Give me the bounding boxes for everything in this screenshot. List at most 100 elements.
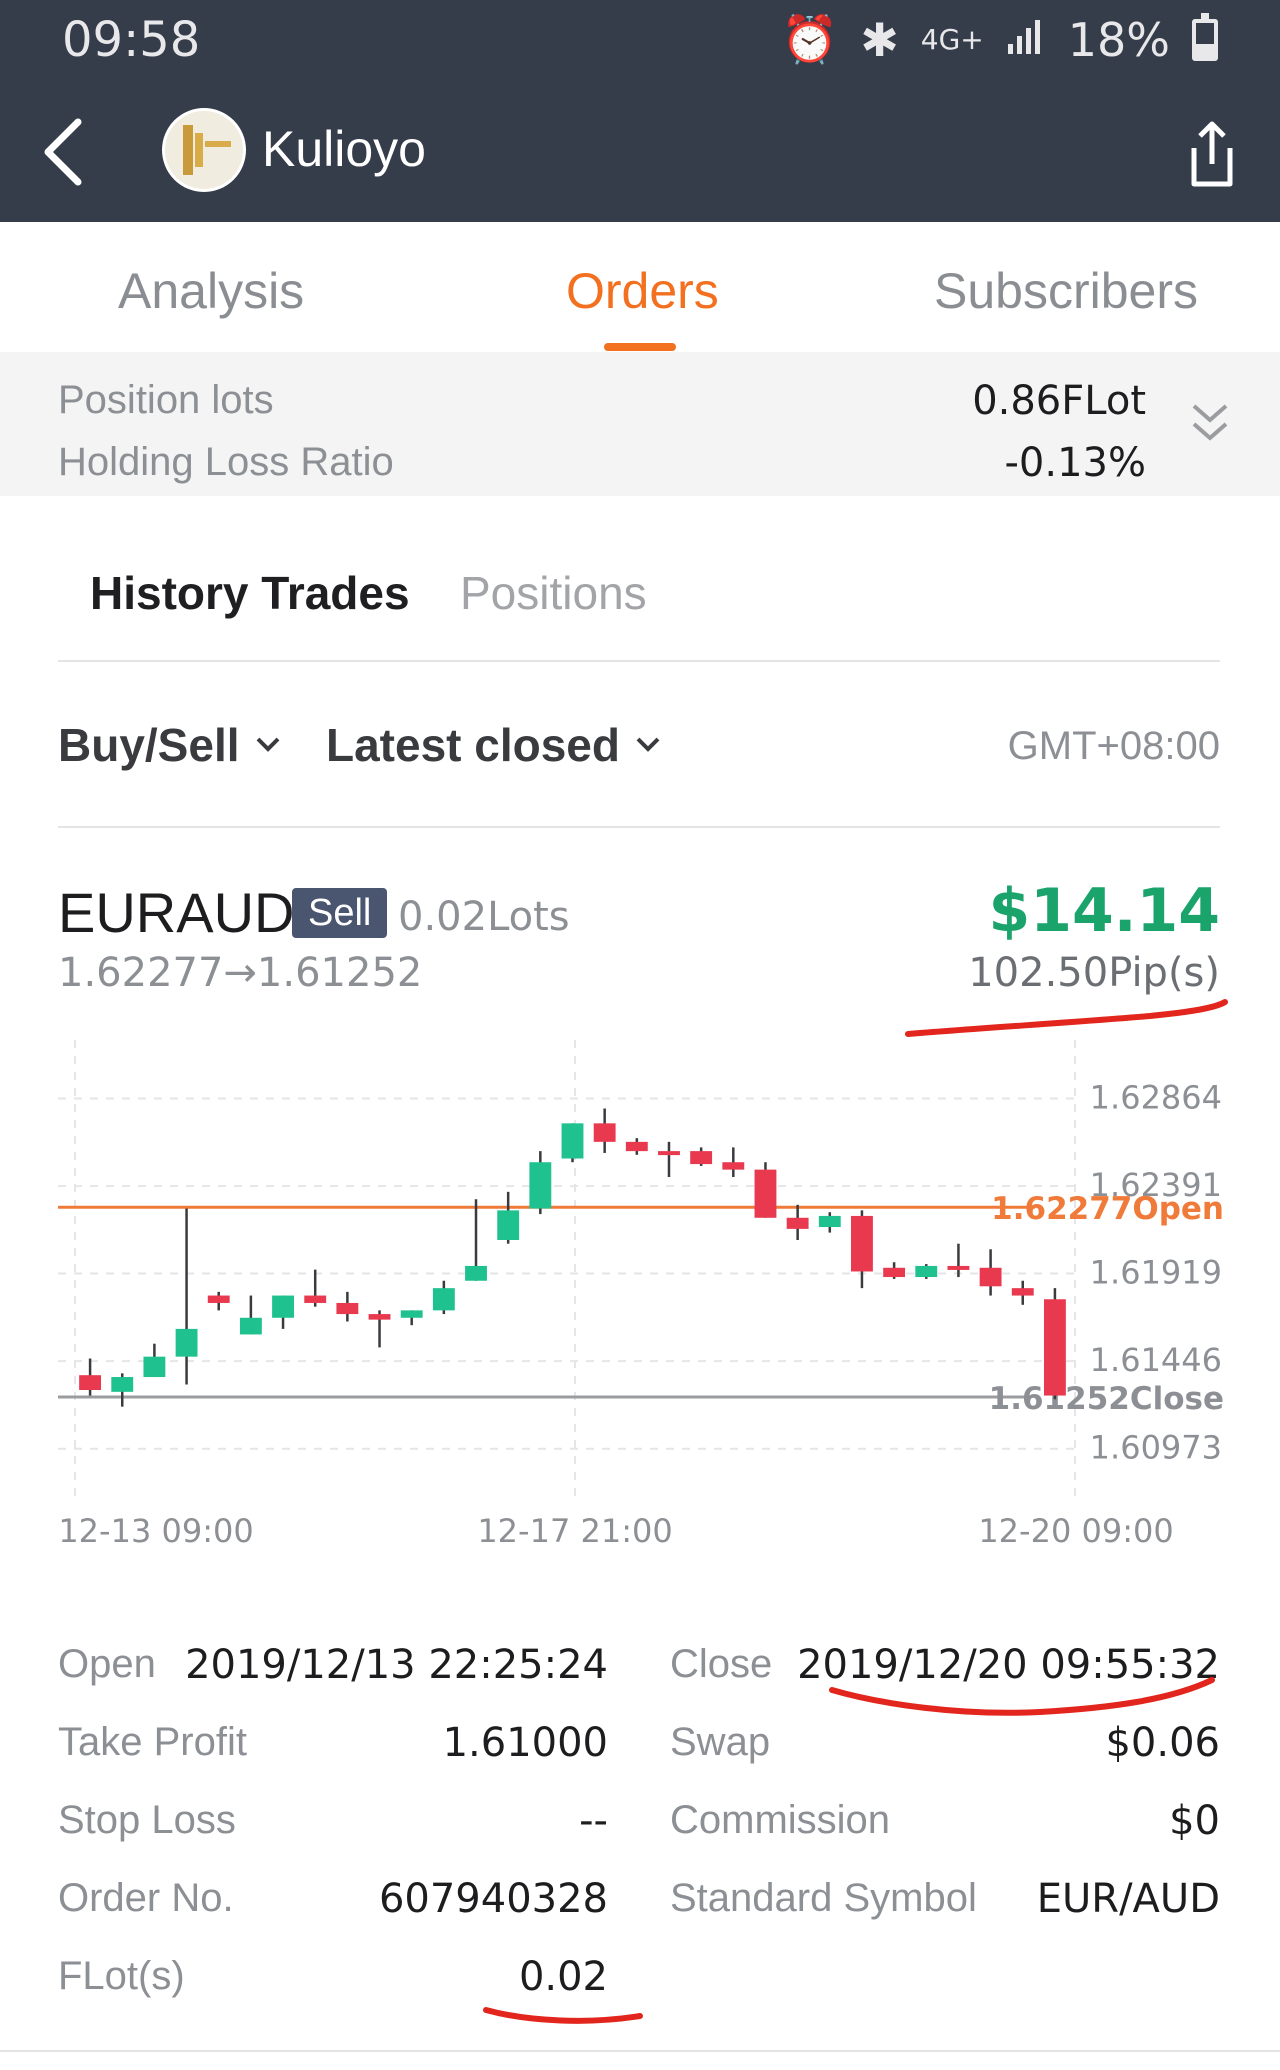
direction-badge: Sell <box>292 888 388 938</box>
candle-up <box>111 1377 134 1392</box>
x-tick-label: 12-17 21:00 <box>477 1512 672 1550</box>
holding-loss-label: Holding Loss Ratio <box>58 440 394 484</box>
candle-down <box>979 1267 1002 1287</box>
divider <box>58 660 1220 662</box>
candle-down <box>368 1314 391 1320</box>
candle-down <box>754 1169 777 1218</box>
candle-down <box>304 1295 327 1303</box>
trade-lots: 0.02Lots <box>398 894 570 940</box>
swap-value: $0.06 <box>1105 1720 1220 1766</box>
bluetooth-icon: ✱ <box>860 12 899 67</box>
standard-symbol-value: EUR/AUD <box>1036 1876 1220 1922</box>
y-tick-label: 1.61919 <box>1090 1254 1222 1292</box>
status-icons: ⏰ ✱ 4G+ 18% <box>781 12 1218 67</box>
candle-up <box>465 1265 487 1281</box>
stop-loss-label: Stop Loss <box>58 1798 236 1842</box>
candle-up <box>175 1328 198 1357</box>
back-button[interactable] <box>38 112 98 192</box>
candle-up <box>432 1288 455 1311</box>
position-lots-value: 0.86FLot <box>972 378 1146 424</box>
take-profit-label: Take Profit <box>58 1720 247 1764</box>
take-profit-value: 1.61000 <box>442 1720 608 1766</box>
candle-down <box>851 1215 873 1272</box>
position-summary[interactable] <box>0 352 1280 496</box>
candle-down <box>207 1295 230 1303</box>
candle-up <box>561 1123 584 1159</box>
share-button[interactable] <box>1184 118 1240 190</box>
holding-loss-value: -0.13% <box>1004 440 1146 486</box>
battery-icon <box>1192 12 1218 61</box>
y-tick-label: 1.61446 <box>1090 1341 1222 1379</box>
logo-icon <box>183 125 231 175</box>
candle-down <box>625 1141 648 1152</box>
subtab-positions[interactable]: Positions <box>460 567 647 619</box>
chevron-down-icon <box>636 737 660 752</box>
candle-up <box>915 1265 938 1278</box>
page-title: Kulioyo <box>262 121 426 177</box>
candle-up <box>400 1310 423 1318</box>
stop-loss-value: -- <box>579 1798 608 1844</box>
y-tick-label: 1.60973 <box>1090 1429 1222 1467</box>
share-icon <box>1191 121 1233 187</box>
close-price-label: 1.61252Close <box>989 1381 1224 1417</box>
order-no-value: 607940328 <box>378 1876 608 1922</box>
sort-filter-label: Latest closed <box>326 719 620 771</box>
candle-up <box>818 1215 841 1228</box>
candle-down <box>1043 1299 1066 1396</box>
candle-down <box>883 1267 906 1278</box>
candle-down <box>722 1162 745 1170</box>
network-label: 4G+ <box>920 23 984 56</box>
flots-value: 0.02 <box>518 1954 608 2000</box>
candle-up <box>529 1162 552 1209</box>
candle-down <box>947 1265 970 1270</box>
candle-up <box>497 1210 520 1240</box>
double-chevron-down-icon <box>1192 404 1228 441</box>
timezone-label: GMT+08:00 <box>1007 724 1220 768</box>
open-value: 2019/12/13 22:25:24 <box>185 1642 608 1688</box>
open-label: Open <box>58 1642 156 1686</box>
status-time: 09:58 <box>62 12 201 68</box>
close-value: 2019/12/20 09:55:32 <box>797 1642 1220 1688</box>
divider <box>0 2050 1280 2052</box>
trade-profit: $14.14 <box>988 876 1220 946</box>
expand-button[interactable] <box>1188 400 1232 448</box>
candle-up <box>272 1295 294 1318</box>
trade-pips: 102.50Pip(s) <box>968 950 1220 996</box>
x-tick-label: 12-20 09:00 <box>978 1512 1173 1550</box>
buy-sell-filter-label: Buy/Sell <box>58 719 240 771</box>
annotation-underline-flots <box>483 2007 643 2024</box>
candle-down <box>79 1375 102 1390</box>
divider <box>58 826 1220 828</box>
swap-label: Swap <box>670 1720 771 1764</box>
y-tick-label: 1.62391 <box>1090 1166 1222 1204</box>
standard-symbol-label: Standard Symbol <box>670 1876 977 1920</box>
trade-symbol: EURAUD <box>58 881 295 944</box>
price-chart[interactable]: 1.62864 1.62391 1.61919 1.61446 1.60973 12-13… <box>0 1020 1280 1560</box>
commission-label: Commission <box>670 1798 891 1842</box>
buy-sell-filter[interactable]: Buy/Sell <box>58 718 282 772</box>
signal-icon <box>1006 13 1046 67</box>
alarm-icon: ⏰ <box>780 12 839 66</box>
order-no-label: Order No. <box>58 1876 234 1920</box>
x-tick-label: 12-13 09:00 <box>58 1512 253 1550</box>
flots-label: FLot(s) <box>58 1954 185 1998</box>
chevron-down-icon <box>256 737 279 752</box>
tab-analysis[interactable]: Analysis <box>118 263 305 319</box>
candle-down <box>593 1123 616 1142</box>
subtab-history-trades[interactable]: History Trades <box>90 567 410 619</box>
candle-up <box>239 1317 262 1335</box>
candle-down <box>336 1302 359 1315</box>
active-tab-indicator <box>604 343 676 351</box>
candle-down <box>658 1151 680 1156</box>
candle-up <box>143 1356 166 1378</box>
battery-percent: 18% <box>1067 12 1170 67</box>
sort-filter[interactable]: Latest closed <box>326 718 662 772</box>
chevron-left-icon <box>44 118 82 186</box>
avatar[interactable] <box>162 108 246 192</box>
tab-orders[interactable]: Orders <box>566 263 719 319</box>
tab-subscribers[interactable]: Subscribers <box>934 263 1198 319</box>
close-label: Close <box>670 1642 773 1686</box>
position-lots-label: Position lots <box>58 378 274 422</box>
trade-prices: 1.62277→1.61252 <box>58 950 423 996</box>
candle-down <box>1011 1288 1034 1296</box>
